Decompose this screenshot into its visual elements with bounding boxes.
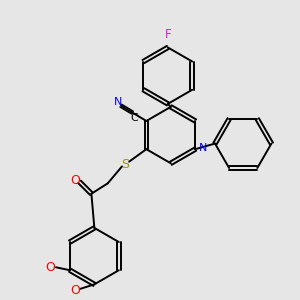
Text: N: N xyxy=(199,143,207,153)
Text: O: O xyxy=(70,284,80,297)
Text: C: C xyxy=(130,113,138,123)
Text: O: O xyxy=(70,174,80,187)
Text: F: F xyxy=(164,28,171,41)
Text: S: S xyxy=(122,158,130,170)
Text: O: O xyxy=(46,261,56,274)
Text: N: N xyxy=(114,97,123,107)
